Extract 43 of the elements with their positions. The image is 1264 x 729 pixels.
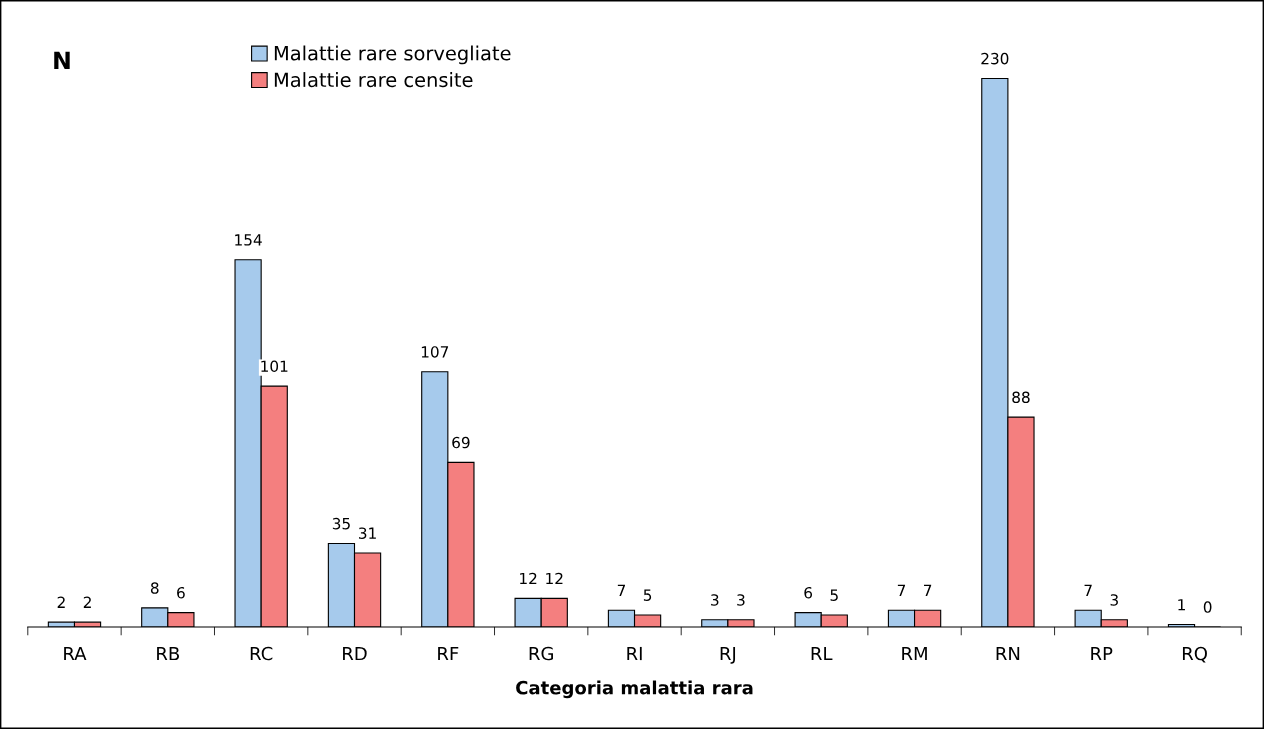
data-label: 5: [830, 589, 838, 601]
data-label: 230: [981, 52, 1009, 65]
data-label: 31: [359, 527, 376, 539]
x-tick-label: RC: [250, 646, 273, 661]
data-label: 2: [57, 596, 65, 608]
x-tick-label: RJ: [720, 646, 736, 664]
x-tick-label: RA: [64, 646, 87, 661]
data-label: 3: [711, 594, 719, 606]
data-label: 35: [332, 517, 350, 530]
data-label: 101: [261, 360, 288, 373]
data-label: 2: [83, 596, 91, 608]
x-tick-label: RM: [902, 646, 927, 661]
data-label: 1: [1178, 599, 1185, 611]
data-label: 6: [177, 587, 185, 599]
data-label: 7: [617, 584, 626, 596]
data-label: 69: [452, 436, 470, 449]
legend-label: Malattie rare censite: [274, 72, 473, 88]
x-axis-title: Categoria malattia rara: [516, 680, 753, 699]
y-axis-title: N: [54, 51, 70, 69]
x-tick-label: RL: [811, 646, 833, 661]
data-label: 3: [1110, 594, 1118, 606]
x-tick-label: RG: [529, 646, 553, 661]
data-label: 7: [1084, 584, 1092, 596]
x-tick-label: RQ: [1182, 646, 1207, 663]
x-tick-label: RB: [157, 646, 180, 661]
data-label: 154: [235, 234, 262, 246]
x-tick-label: RD: [343, 646, 367, 661]
x-tick-label: RI: [627, 646, 642, 661]
data-label: 3: [737, 594, 745, 606]
data-label: 6: [804, 587, 813, 599]
data-label: 5: [643, 589, 652, 601]
data-label: 8: [150, 582, 159, 594]
x-tick-label: RP: [1091, 646, 1113, 661]
data-label: 12: [546, 572, 563, 585]
data-label: 7: [924, 584, 932, 596]
legend-label: Malattie rare sorvegliate: [274, 45, 511, 65]
x-tick-label: RF: [438, 646, 459, 661]
data-label: 7: [897, 584, 906, 596]
data-label: 12: [520, 572, 537, 585]
data-label: 0: [1203, 601, 1212, 613]
data-label: 107: [421, 346, 449, 358]
data-label: 88: [1012, 391, 1030, 404]
x-tick-label: RN: [996, 646, 1020, 661]
